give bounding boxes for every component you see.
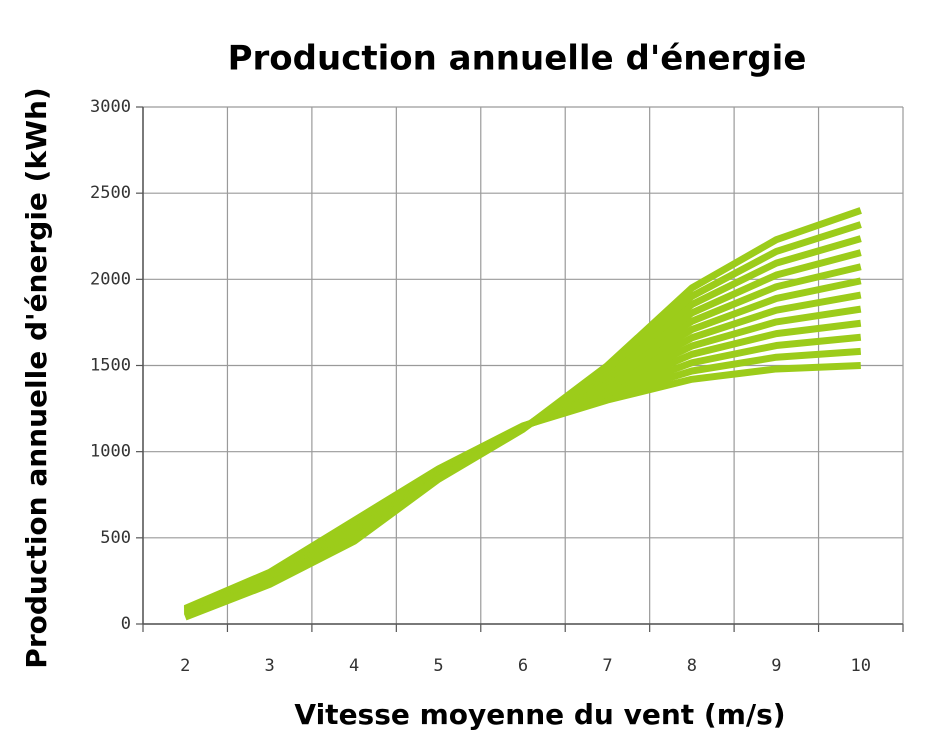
x-tick-label: 7 bbox=[602, 656, 612, 676]
series-line bbox=[183, 207, 862, 621]
y-tick-label: 500 bbox=[100, 528, 131, 548]
x-tick-label: 8 bbox=[687, 656, 697, 676]
x-tick-label: 9 bbox=[771, 656, 781, 676]
x-tick-label: 5 bbox=[433, 656, 443, 676]
y-tick-label: 1000 bbox=[90, 442, 131, 462]
y-tick-label: 2000 bbox=[90, 269, 131, 289]
y-tick-label: 0 bbox=[121, 614, 131, 634]
x-tick-label: 2 bbox=[180, 656, 190, 676]
y-tick-label: 2500 bbox=[90, 183, 131, 203]
chart-title: Production annuelle d'énergie bbox=[228, 39, 807, 79]
y-axis-title: Production annuelle d'énergie (kWh) bbox=[20, 87, 53, 668]
y-tick-label: 3000 bbox=[90, 97, 131, 117]
x-tick-label: 4 bbox=[349, 656, 359, 676]
x-tick-label: 6 bbox=[518, 656, 528, 676]
x-tick-label: 10 bbox=[851, 656, 871, 676]
x-tick-label: 3 bbox=[265, 656, 275, 676]
x-axis-title: Vitesse moyenne du vent (m/s) bbox=[294, 698, 785, 731]
y-tick-label: 1500 bbox=[90, 356, 131, 376]
